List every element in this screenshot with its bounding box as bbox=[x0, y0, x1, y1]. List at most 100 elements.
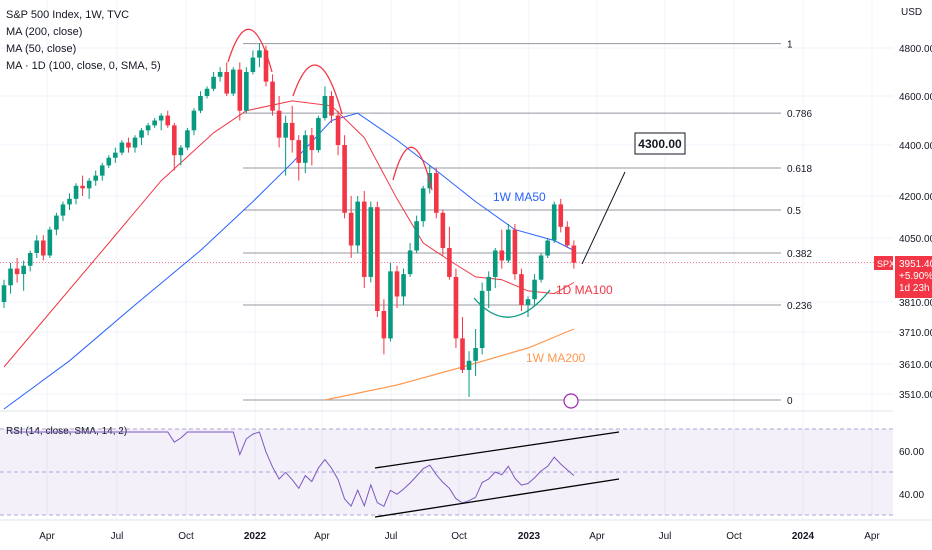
candle-body bbox=[388, 271, 393, 339]
candle-body bbox=[296, 140, 302, 163]
time-tick: Jul bbox=[111, 531, 124, 542]
candle-body bbox=[551, 204, 557, 241]
candle-body bbox=[60, 204, 66, 216]
candle-body bbox=[152, 120, 157, 126]
candle-body bbox=[106, 157, 112, 166]
rsi-channel-bottom bbox=[374, 478, 620, 518]
currency-label: USD bbox=[901, 7, 922, 18]
price-tick: 3810.00 bbox=[899, 298, 932, 309]
candle-body bbox=[348, 212, 354, 246]
chart-legend: S&P 500 Index, 1W, TVC MA (200, close) M… bbox=[6, 7, 161, 75]
candle-body bbox=[191, 110, 197, 131]
candle-body bbox=[244, 72, 249, 111]
candle-body bbox=[460, 338, 465, 370]
event-icon bbox=[563, 393, 579, 409]
candle-body bbox=[217, 72, 223, 77]
candle-body bbox=[126, 142, 131, 148]
candle-body bbox=[198, 96, 203, 111]
candle-body bbox=[165, 115, 171, 126]
rsi-line bbox=[10, 431, 575, 508]
candle-body bbox=[466, 360, 472, 370]
candle-body bbox=[571, 245, 577, 263]
price-tick: 3710.00 bbox=[899, 328, 932, 339]
label-1w-ma200: 1W MA200 bbox=[526, 351, 586, 365]
grid-lines bbox=[0, 0, 893, 520]
candle-body bbox=[263, 50, 269, 82]
fib-label-0.618: 0.618 bbox=[787, 164, 812, 175]
candle-body bbox=[545, 240, 550, 256]
candle-body bbox=[172, 125, 177, 156]
countdown-label: 1d 23h bbox=[899, 283, 930, 294]
time-tick: Oct bbox=[178, 531, 194, 542]
candle-body bbox=[361, 201, 367, 277]
candle-body bbox=[453, 276, 459, 339]
green-arc bbox=[473, 289, 551, 318]
fib-label-0.236: 0.236 bbox=[787, 301, 812, 312]
red-arc bbox=[392, 146, 433, 191]
candle-body bbox=[499, 250, 505, 261]
time-tick: 2023 bbox=[518, 531, 541, 542]
red-arc bbox=[227, 28, 273, 73]
moving-averages bbox=[3, 100, 575, 410]
candle-body bbox=[329, 96, 334, 116]
candle-body bbox=[99, 165, 105, 176]
candle-body bbox=[178, 147, 184, 156]
symbol-label: SPX bbox=[877, 259, 895, 269]
rsi-tick-40: 40.00 bbox=[899, 490, 924, 501]
candle-body bbox=[407, 250, 413, 275]
candle-body bbox=[355, 201, 360, 246]
fib-label-0.5: 0.5 bbox=[787, 206, 801, 217]
candle-body bbox=[86, 180, 92, 189]
candle-body bbox=[512, 229, 518, 275]
candle-body bbox=[21, 265, 26, 275]
candle-body bbox=[342, 145, 347, 213]
candle-body bbox=[27, 253, 33, 266]
candle-body bbox=[479, 290, 485, 348]
candle-body bbox=[519, 274, 524, 305]
candle-body bbox=[41, 240, 46, 256]
candle-body bbox=[54, 215, 59, 230]
candle-body bbox=[316, 118, 321, 151]
candle-body bbox=[237, 69, 243, 111]
candle-body bbox=[335, 115, 341, 145]
candle-body bbox=[525, 299, 531, 305]
fib-label-0.382: 0.382 bbox=[787, 249, 812, 260]
candle-body bbox=[283, 122, 288, 138]
target-label: 4300.00 bbox=[638, 137, 682, 151]
candle-body bbox=[119, 142, 125, 153]
time-tick: Apr bbox=[39, 531, 55, 542]
rsi-tick-60: 60.00 bbox=[899, 447, 924, 458]
candle-body bbox=[145, 125, 151, 131]
target-arrow bbox=[581, 171, 626, 265]
price-tick: 3510.00 bbox=[899, 390, 932, 401]
fib-label-1: 1 bbox=[787, 40, 793, 51]
candle-body bbox=[506, 229, 511, 261]
price-badge bbox=[895, 256, 932, 298]
legend-ma50: MA (50, close) bbox=[6, 43, 77, 55]
candle-body bbox=[211, 76, 216, 89]
price-tick: 4400.00 bbox=[899, 141, 932, 152]
candle-body bbox=[80, 185, 85, 189]
price-axis: USD 4800.00 4600.00 4400.00 4200.00 4050.00 38… bbox=[874, 0, 932, 520]
time-tick: 2022 bbox=[244, 531, 267, 542]
candle-body bbox=[73, 185, 79, 199]
candle-body bbox=[67, 198, 72, 205]
time-tick: Apr bbox=[864, 531, 880, 542]
candle-body bbox=[565, 226, 570, 246]
price-tick: 4200.00 bbox=[899, 192, 932, 203]
candle-body bbox=[473, 348, 478, 361]
candle-body bbox=[113, 152, 118, 158]
time-tick: Jul bbox=[385, 531, 398, 542]
candle-body bbox=[14, 268, 20, 275]
candle-body bbox=[440, 212, 446, 248]
candle-body bbox=[289, 122, 295, 141]
ma50-line bbox=[3, 112, 575, 410]
candle-body bbox=[381, 311, 387, 339]
candle-body bbox=[309, 135, 315, 151]
candle-body bbox=[158, 115, 164, 121]
candle-body bbox=[322, 96, 328, 119]
time-tick: Oct bbox=[726, 531, 742, 542]
candle-body bbox=[414, 221, 419, 251]
candle-body bbox=[486, 276, 491, 291]
